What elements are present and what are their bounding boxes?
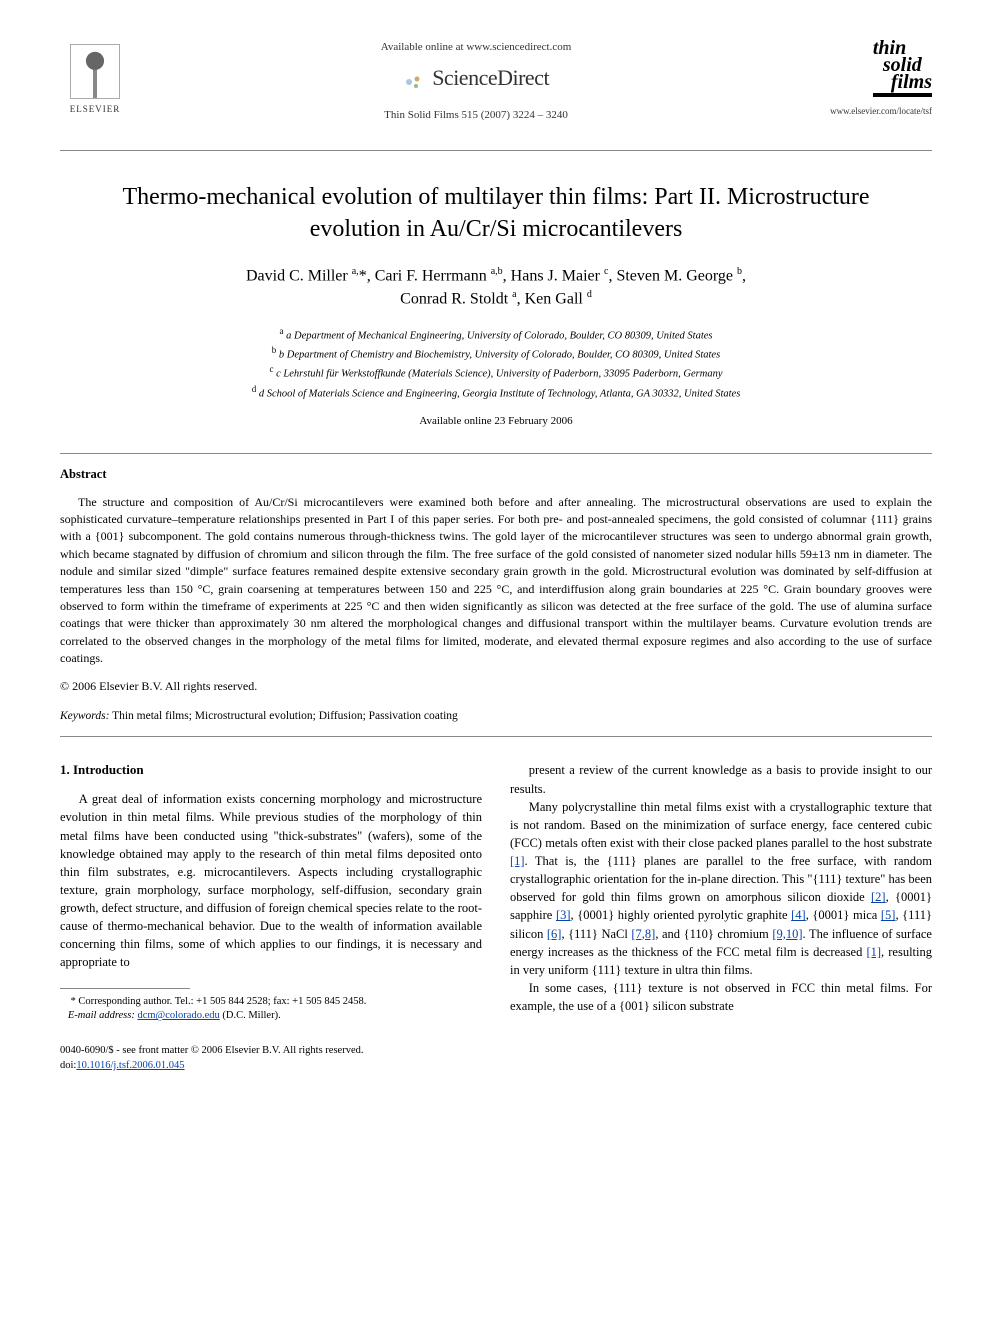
keywords-label: Keywords: bbox=[60, 710, 109, 722]
abstract-heading: Abstract bbox=[60, 466, 932, 484]
footer-doi-link[interactable]: 10.1016/j.tsf.2006.01.045 bbox=[76, 1060, 184, 1071]
intro-para-2: Many polycrystalline thin metal films ex… bbox=[510, 798, 932, 979]
page-header: ELSEVIER Available online at www.science… bbox=[60, 40, 932, 151]
body-columns: 1. Introduction A great deal of informat… bbox=[60, 761, 932, 1023]
footer-doi: doi:10.1016/j.tsf.2006.01.045 bbox=[60, 1059, 932, 1074]
rule-below-keywords bbox=[60, 736, 932, 737]
ref-link-7-8[interactable]: [7,8] bbox=[631, 927, 655, 941]
sciencedirect-brand: ScienceDirect bbox=[130, 63, 822, 94]
footnote-email-label: E-mail address: bbox=[68, 1010, 135, 1021]
ref-link-9-10[interactable]: [9,10] bbox=[772, 927, 802, 941]
page-footer: 0040-6090/$ - see front matter © 2006 El… bbox=[60, 1044, 932, 1073]
authors-line: David C. Miller a,*, Cari F. Herrmann a,… bbox=[60, 265, 932, 310]
center-header: Available online at www.sciencedirect.co… bbox=[130, 40, 822, 124]
available-date: Available online 23 February 2006 bbox=[60, 414, 932, 429]
sciencedirect-text: ScienceDirect bbox=[432, 65, 549, 90]
section-1-heading: 1. Introduction bbox=[60, 761, 482, 780]
corresponding-author-footnote: * Corresponding author. Tel.: +1 505 844… bbox=[60, 995, 482, 1024]
journal-logo-line3: films bbox=[891, 74, 932, 91]
footnote-email-suffix: (D.C. Miller). bbox=[222, 1010, 280, 1021]
article-title: Thermo-mechanical evolution of multilaye… bbox=[100, 181, 892, 246]
affiliation-b: b b Department of Chemistry and Biochemi… bbox=[60, 344, 932, 363]
keywords-line: Keywords: Thin metal films; Microstructu… bbox=[60, 708, 932, 724]
elsevier-text: ELSEVIER bbox=[70, 103, 121, 116]
footnote-separator bbox=[60, 988, 190, 989]
elsevier-logo: ELSEVIER bbox=[60, 40, 130, 120]
journal-url: www.elsevier.com/locate/tsf bbox=[822, 105, 932, 118]
rule-above-abstract bbox=[60, 453, 932, 454]
ref-link-3[interactable]: [3] bbox=[556, 908, 571, 922]
ref-link-4[interactable]: [4] bbox=[791, 908, 806, 922]
affiliation-a: a a Department of Mechanical Engineering… bbox=[60, 325, 932, 344]
ref-link-1b[interactable]: [1] bbox=[866, 945, 881, 959]
elsevier-tree-icon bbox=[70, 44, 120, 99]
journal-logo-text: thin solid films bbox=[873, 40, 932, 97]
footer-copyright: 0040-6090/$ - see front matter © 2006 El… bbox=[60, 1044, 932, 1059]
intro-para-1b: present a review of the current knowledg… bbox=[510, 761, 932, 797]
available-online-text: Available online at www.sciencedirect.co… bbox=[130, 40, 822, 55]
affiliation-d: d d School of Materials Science and Engi… bbox=[60, 383, 932, 402]
intro-para-1: A great deal of information exists conce… bbox=[60, 790, 482, 971]
footer-doi-label: doi: bbox=[60, 1060, 76, 1071]
copyright-line: © 2006 Elsevier B.V. All rights reserved… bbox=[60, 678, 932, 695]
ref-link-1[interactable]: [1] bbox=[510, 854, 525, 868]
affiliations: a a Department of Mechanical Engineering… bbox=[60, 325, 932, 402]
header-row: ELSEVIER Available online at www.science… bbox=[60, 40, 932, 124]
journal-reference: Thin Solid Films 515 (2007) 3224 – 3240 bbox=[130, 108, 822, 123]
ref-link-2[interactable]: [2] bbox=[871, 890, 886, 904]
footnote-email-link[interactable]: dcm@colorado.edu bbox=[137, 1010, 219, 1021]
ref-link-5[interactable]: [5] bbox=[881, 908, 896, 922]
footnote-star-text: * Corresponding author. Tel.: +1 505 844… bbox=[71, 996, 367, 1007]
keywords-value: Thin metal films; Microstructural evolut… bbox=[112, 710, 458, 722]
sciencedirect-icon bbox=[403, 72, 423, 92]
journal-logo: thin solid films www.elsevier.com/locate… bbox=[822, 40, 932, 118]
ref-link-6[interactable]: [6] bbox=[547, 927, 562, 941]
affiliation-c: c c Lehrstuhl für Werkstoffkunde (Materi… bbox=[60, 363, 932, 382]
abstract-body: The structure and composition of Au/Cr/S… bbox=[60, 494, 932, 668]
intro-para-3: In some cases, {111} texture is not obse… bbox=[510, 979, 932, 1015]
